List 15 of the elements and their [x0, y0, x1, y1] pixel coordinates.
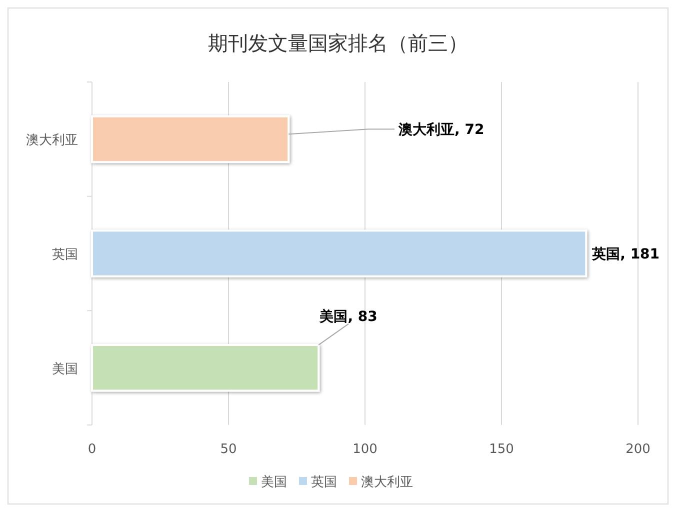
- y-tick-label: 美国: [52, 360, 78, 377]
- data-label: 英国, 181: [591, 246, 660, 262]
- x-tick-label: 50: [220, 442, 237, 457]
- x-tick-label: 0: [88, 442, 96, 457]
- data-label: 美国, 83: [318, 308, 378, 325]
- y-tick-label: 澳大利亚: [26, 133, 78, 148]
- y-tick-label: 英国: [52, 248, 78, 262]
- legend-label: 美国: [261, 474, 287, 490]
- legend-label: 英国: [311, 475, 337, 490]
- x-tick-label: 200: [626, 442, 650, 457]
- legend-label: 澳大利亚: [361, 475, 413, 490]
- x-tick-label: 100: [352, 442, 378, 457]
- chart-title: 期刊发文量国家排名（前三）: [208, 31, 468, 55]
- data-label: 澳大利亚, 72: [398, 122, 484, 138]
- x-tick-label: 150: [489, 442, 514, 457]
